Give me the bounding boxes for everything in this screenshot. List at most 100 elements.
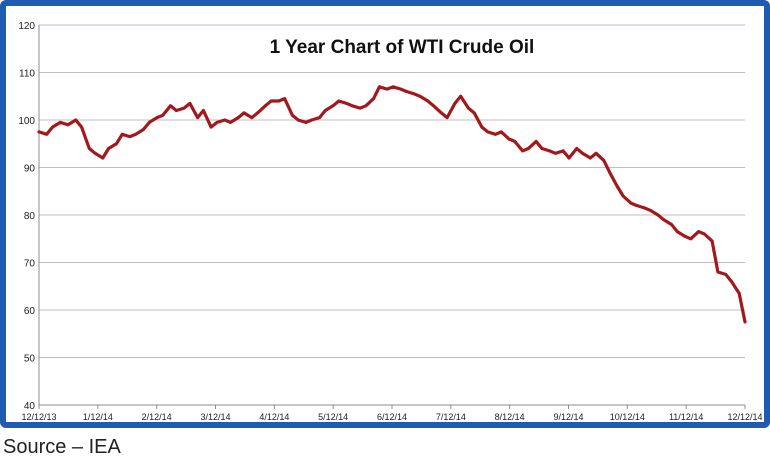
x-tick-label: 6/12/14	[377, 412, 407, 422]
y-tick-label: 100	[18, 116, 35, 127]
x-tick-label: 4/12/14	[259, 412, 289, 422]
x-tick-labels: 12/12/13 1/12/14 2/12/14 3/12/14 4/12/14 5/12…	[21, 405, 763, 422]
data-point	[743, 320, 747, 324]
data-point	[608, 170, 612, 174]
data-point	[507, 137, 511, 141]
x-tick-label: 11/12/14	[669, 412, 703, 422]
x-tick-label: 2/12/14	[142, 412, 172, 422]
y-tick-label: 50	[24, 354, 36, 365]
chart-frame	[0, 0, 770, 428]
data-point	[615, 185, 619, 188]
data-point	[472, 111, 476, 115]
data-point	[80, 125, 83, 129]
data-point	[310, 118, 314, 122]
data-point	[147, 120, 151, 124]
data-point	[648, 208, 652, 212]
data-point	[521, 149, 524, 153]
data-point	[540, 147, 544, 150]
data-point	[202, 109, 205, 112]
y-tick-labels: 40 50 60 70 80 90 100 110 120	[18, 21, 35, 412]
price-line	[37, 85, 747, 324]
data-point	[710, 239, 714, 243]
data-point	[724, 272, 728, 276]
x-tick-label: 7/12/14	[436, 412, 466, 422]
data-point	[730, 280, 733, 283]
data-point	[385, 87, 389, 91]
data-point	[296, 118, 300, 122]
grid-lines	[39, 24, 745, 358]
data-point	[215, 120, 219, 124]
data-point	[161, 113, 165, 117]
data-point	[256, 111, 259, 115]
data-point	[656, 213, 660, 217]
source-caption: Source – IEA	[3, 436, 121, 458]
data-point	[581, 151, 584, 155]
x-tick-label: 9/12/14	[553, 412, 583, 422]
data-point	[439, 111, 443, 115]
data-point	[45, 132, 49, 136]
x-tick-label: 12/12/14	[727, 412, 762, 422]
data-point	[331, 104, 335, 108]
data-point	[594, 151, 598, 155]
y-tick-label: 70	[24, 259, 36, 270]
data-point	[526, 147, 530, 150]
data-point	[575, 147, 579, 150]
y-tick-label: 120	[18, 21, 35, 32]
data-point	[345, 101, 348, 105]
data-point	[602, 158, 606, 162]
data-point	[418, 94, 422, 98]
data-point	[494, 132, 497, 136]
chart-title: 1 Year Chart of WTI Crude Oil	[270, 37, 535, 58]
data-point	[372, 97, 376, 101]
data-point	[277, 99, 281, 103]
data-point	[114, 142, 118, 146]
data-point	[445, 116, 449, 120]
data-point	[188, 101, 192, 105]
y-tick-label: 90	[24, 164, 36, 175]
data-point	[350, 104, 354, 108]
data-point	[662, 218, 666, 222]
data-point	[142, 128, 145, 131]
data-point	[196, 116, 200, 120]
data-point	[134, 132, 138, 136]
data-point	[283, 97, 287, 101]
data-point	[675, 230, 679, 234]
data-point	[304, 120, 308, 124]
data-point	[459, 94, 463, 98]
data-point	[169, 104, 172, 108]
data-point	[513, 139, 517, 143]
y-tick-label: 80	[24, 211, 36, 222]
data-point	[635, 204, 639, 207]
data-point	[337, 99, 341, 103]
data-point	[453, 101, 457, 105]
data-point	[412, 92, 416, 96]
data-point	[548, 149, 552, 153]
data-point	[467, 106, 470, 110]
x-tick-label: 5/12/14	[318, 412, 348, 422]
x-tick-label: 10/12/14	[610, 412, 645, 422]
data-point	[66, 123, 70, 127]
data-point	[107, 147, 111, 150]
data-point	[223, 118, 227, 122]
data-point	[269, 99, 273, 103]
data-point	[120, 132, 124, 136]
data-point	[683, 234, 687, 238]
data-point	[629, 201, 633, 205]
data-point	[621, 194, 625, 198]
data-point	[87, 147, 91, 150]
data-point	[426, 99, 430, 103]
data-point	[486, 130, 490, 134]
x-tick-label: 12/12/13	[21, 412, 56, 422]
data-point	[737, 291, 741, 295]
data-point	[155, 116, 159, 120]
data-point	[250, 116, 254, 120]
data-point	[391, 85, 395, 89]
data-point	[182, 106, 186, 110]
data-point	[358, 106, 362, 110]
y-tick-label: 40	[24, 401, 36, 412]
data-point	[432, 104, 435, 108]
data-point	[229, 120, 232, 124]
data-point	[58, 120, 62, 124]
data-point	[263, 104, 267, 108]
y-tick-label: 60	[24, 306, 36, 317]
